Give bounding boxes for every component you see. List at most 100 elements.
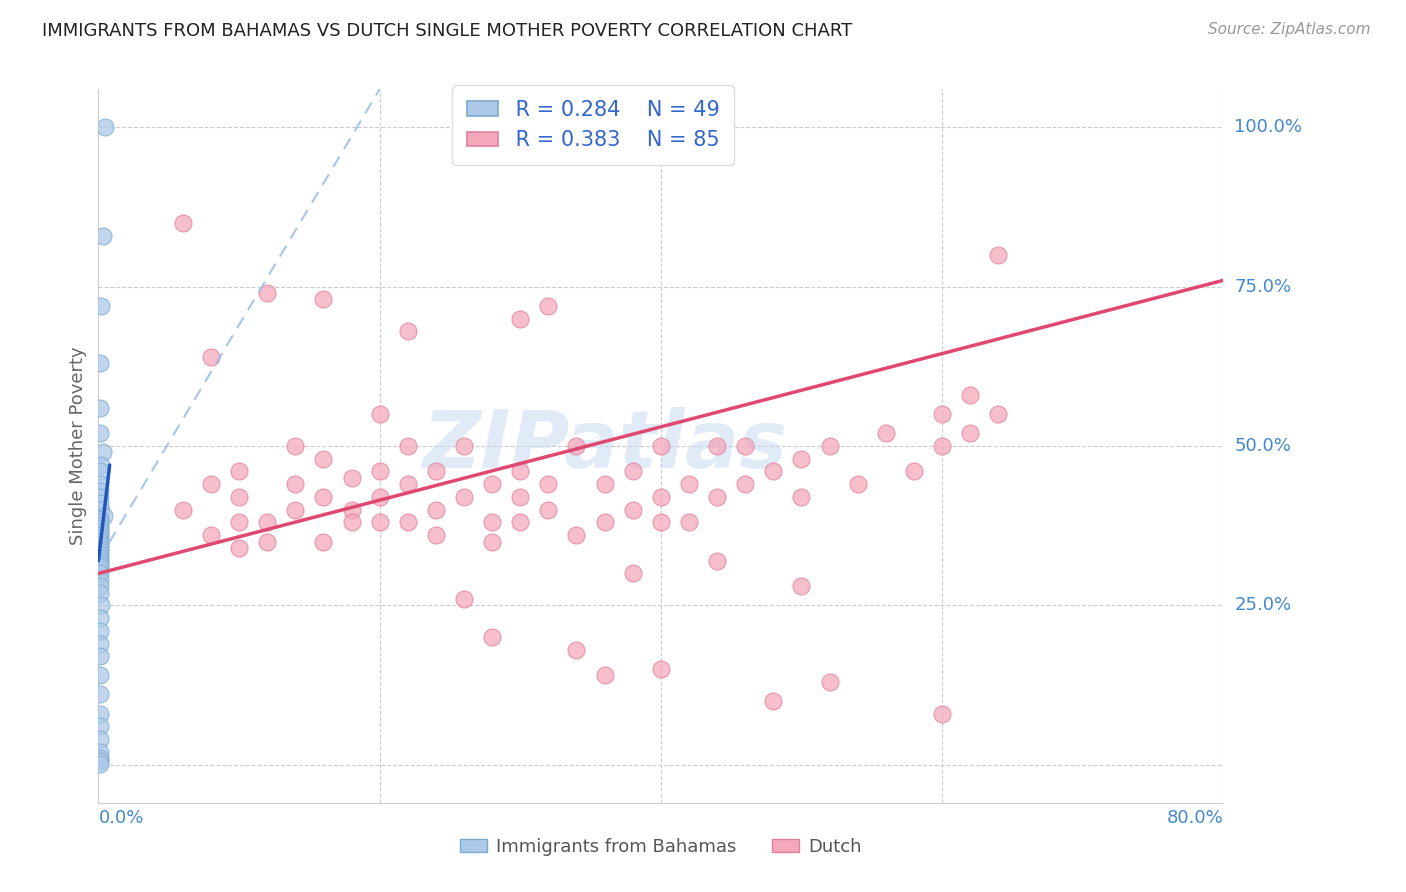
Point [340,516,363,530]
Point [481,630,503,644]
Point [959,388,981,402]
Point [89,719,111,733]
Point [89,755,111,769]
Point [509,465,531,479]
Point [312,293,335,307]
Point [228,465,250,479]
Point [509,311,531,326]
Point [89,401,111,415]
Point [89,706,111,721]
Point [368,407,391,421]
Point [312,451,335,466]
Point [89,636,111,650]
Point [790,579,813,593]
Point [89,668,111,682]
Point [89,573,111,587]
Point [89,557,111,571]
Point [89,477,111,491]
Point [762,694,785,708]
Text: ZIPatlas: ZIPatlas [422,407,787,485]
Point [91,445,114,459]
Point [706,554,728,568]
Point [93,509,115,524]
Point [284,502,307,516]
Point [650,439,672,453]
Point [762,465,785,479]
Point [537,477,560,491]
Point [90,599,112,613]
Point [312,490,335,504]
Point [90,299,112,313]
Point [340,502,363,516]
Point [340,471,363,485]
Point [256,286,278,301]
Point [89,356,111,370]
Point [425,502,447,516]
Point [89,550,111,565]
Point [89,483,111,498]
Point [537,502,560,516]
Point [818,674,841,689]
Point [89,426,111,441]
Point [565,643,588,657]
Point [228,490,250,504]
Point [396,516,419,530]
Point [453,439,475,453]
Point [89,751,111,765]
Point [931,706,953,721]
Point [509,490,531,504]
Point [89,585,111,599]
Point [89,649,111,664]
Point [453,591,475,606]
Point [89,544,111,558]
Point [931,439,953,453]
Text: 50.0%: 50.0% [1234,437,1291,455]
Point [425,465,447,479]
Point [453,490,475,504]
Point [481,516,503,530]
Point [284,439,307,453]
Point [90,458,112,472]
Point [734,477,756,491]
Point [312,534,335,549]
Point [734,439,756,453]
Point [90,502,112,516]
Legend: Immigrants from Bahamas, Dutch: Immigrants from Bahamas, Dutch [451,829,870,865]
Point [89,522,111,536]
Point [89,554,111,568]
Point [89,624,111,638]
Point [368,465,391,479]
Point [481,534,503,549]
Point [790,451,813,466]
Point [89,512,111,526]
Text: 75.0%: 75.0% [1234,277,1292,296]
Point [89,566,111,581]
Point [706,490,728,504]
Point [621,566,644,581]
Point [89,688,111,702]
Text: 0.0%: 0.0% [98,809,143,827]
Point [987,407,1010,421]
Point [678,133,700,147]
Point [89,490,111,504]
Point [172,502,194,516]
Point [89,732,111,747]
Point [89,547,111,561]
Point [89,518,111,533]
Point [256,516,278,530]
Point [621,502,644,516]
Point [89,579,111,593]
Point [368,490,391,504]
Point [706,439,728,453]
Point [987,248,1010,262]
Point [368,516,391,530]
Point [89,524,111,539]
Point [846,477,869,491]
Point [537,299,560,313]
Point [959,426,981,441]
Point [678,516,700,530]
Point [284,477,307,491]
Point [818,439,841,453]
Y-axis label: Single Mother Poverty: Single Mother Poverty [69,347,87,545]
Point [425,528,447,542]
